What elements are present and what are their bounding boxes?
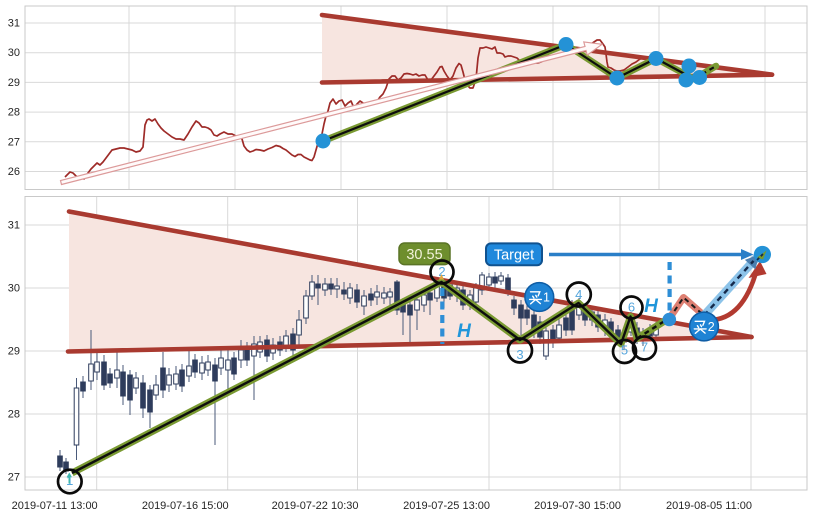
svg-text:H: H: [644, 296, 659, 317]
svg-text:28: 28: [8, 107, 20, 119]
svg-text:26: 26: [8, 166, 20, 178]
svg-text:31: 31: [8, 18, 20, 30]
svg-text:2019-07-25 13:00: 2019-07-25 13:00: [403, 500, 490, 512]
svg-text:1: 1: [543, 291, 550, 305]
svg-text:27: 27: [8, 136, 20, 148]
svg-text:29: 29: [8, 77, 20, 89]
svg-text:2: 2: [438, 264, 445, 279]
svg-text:7: 7: [641, 340, 648, 355]
svg-text:30: 30: [8, 283, 20, 295]
svg-text:Target: Target: [494, 247, 534, 263]
svg-text:31: 31: [8, 220, 20, 232]
svg-text:2019-07-16 15:00: 2019-07-16 15:00: [142, 500, 229, 512]
svg-text:4: 4: [575, 287, 582, 302]
svg-text:30: 30: [8, 47, 20, 59]
svg-text:2019-08-05 11:00: 2019-08-05 11:00: [666, 500, 752, 512]
svg-text:6: 6: [628, 300, 635, 315]
svg-text:30.55: 30.55: [406, 247, 442, 263]
svg-text:27: 27: [8, 472, 20, 484]
svg-text:29: 29: [8, 346, 20, 358]
svg-text:2019-07-11 13:00: 2019-07-11 13:00: [12, 500, 98, 512]
svg-text:H: H: [457, 321, 472, 342]
svg-text:2019-07-22 10:30: 2019-07-22 10:30: [272, 500, 359, 512]
svg-text:2019-07-30 15:00: 2019-07-30 15:00: [534, 500, 621, 512]
svg-text:2: 2: [708, 320, 715, 334]
svg-text:3: 3: [516, 347, 523, 362]
svg-text:5: 5: [621, 343, 628, 358]
svg-text:28: 28: [8, 409, 20, 421]
